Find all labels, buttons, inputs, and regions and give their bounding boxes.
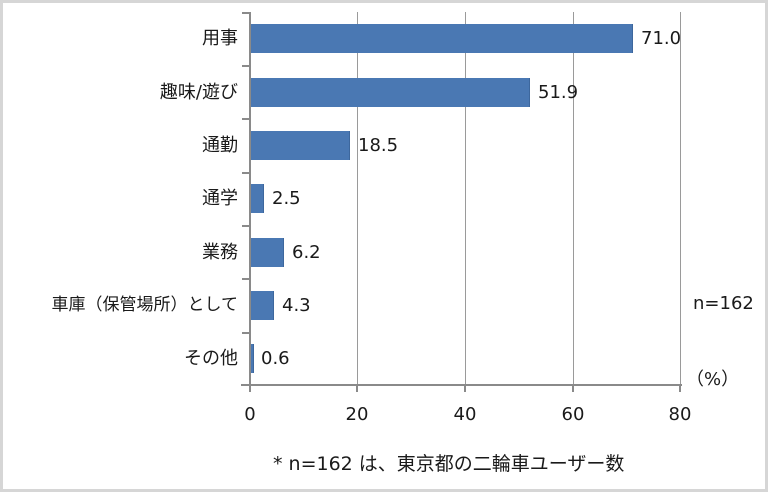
y-tick (242, 225, 250, 227)
gridline-40 (465, 12, 466, 385)
category-label: 通勤 (202, 135, 238, 156)
x-tick (356, 384, 358, 392)
bar-shumi (250, 78, 530, 107)
category-label: 趣味/遊び (159, 82, 238, 103)
x-tick-label: 20 (345, 404, 369, 425)
category-label: 車庫（保管場所）として (51, 295, 239, 315)
y-tick (242, 172, 250, 174)
x-tick-label: 80 (668, 404, 692, 425)
x-tick-label: 40 (453, 404, 477, 425)
y-tick (242, 65, 250, 67)
x-tick (679, 384, 681, 392)
gridline-60 (573, 12, 574, 385)
bar-shako (250, 291, 274, 320)
value-label: 51.9 (538, 82, 579, 103)
category-label: 業務 (202, 242, 238, 263)
y-tick (242, 278, 250, 280)
category-label: 通学 (202, 188, 238, 209)
gridline-20 (357, 12, 358, 385)
y-tick (242, 118, 250, 120)
plot-area: 71.0 51.9 18.5 2.5 6.2 4.3 0.6 (241, 12, 682, 392)
category-label: 用事 (202, 28, 238, 49)
bar-yoji (250, 24, 633, 53)
y-tick (242, 332, 250, 334)
value-label: 4.3 (282, 295, 311, 316)
x-axis (241, 384, 682, 386)
value-label: 0.6 (261, 348, 290, 369)
x-tick (572, 384, 574, 392)
value-label: 71.0 (641, 28, 682, 49)
sample-size-label: n=162 (693, 293, 754, 314)
value-label: 6.2 (292, 242, 321, 263)
bar-tsukin (250, 131, 350, 160)
category-label: その他 (184, 348, 238, 369)
y-axis (249, 12, 251, 389)
y-tick (242, 12, 250, 14)
x-tick-label: 60 (561, 404, 585, 425)
x-tick-label: 0 (244, 404, 256, 425)
gridline-80 (680, 12, 681, 385)
value-label: 18.5 (358, 135, 399, 156)
footnote: * n=162 は、東京都の二輪車ユーザー数 (273, 453, 625, 475)
x-tick (464, 384, 466, 392)
unit-label: （%） (686, 369, 740, 390)
bar-gyomu (250, 238, 284, 267)
bar-sonota (250, 344, 254, 373)
bar-tsugaku (250, 184, 264, 213)
x-tick (249, 384, 251, 392)
value-label: 2.5 (272, 188, 301, 209)
